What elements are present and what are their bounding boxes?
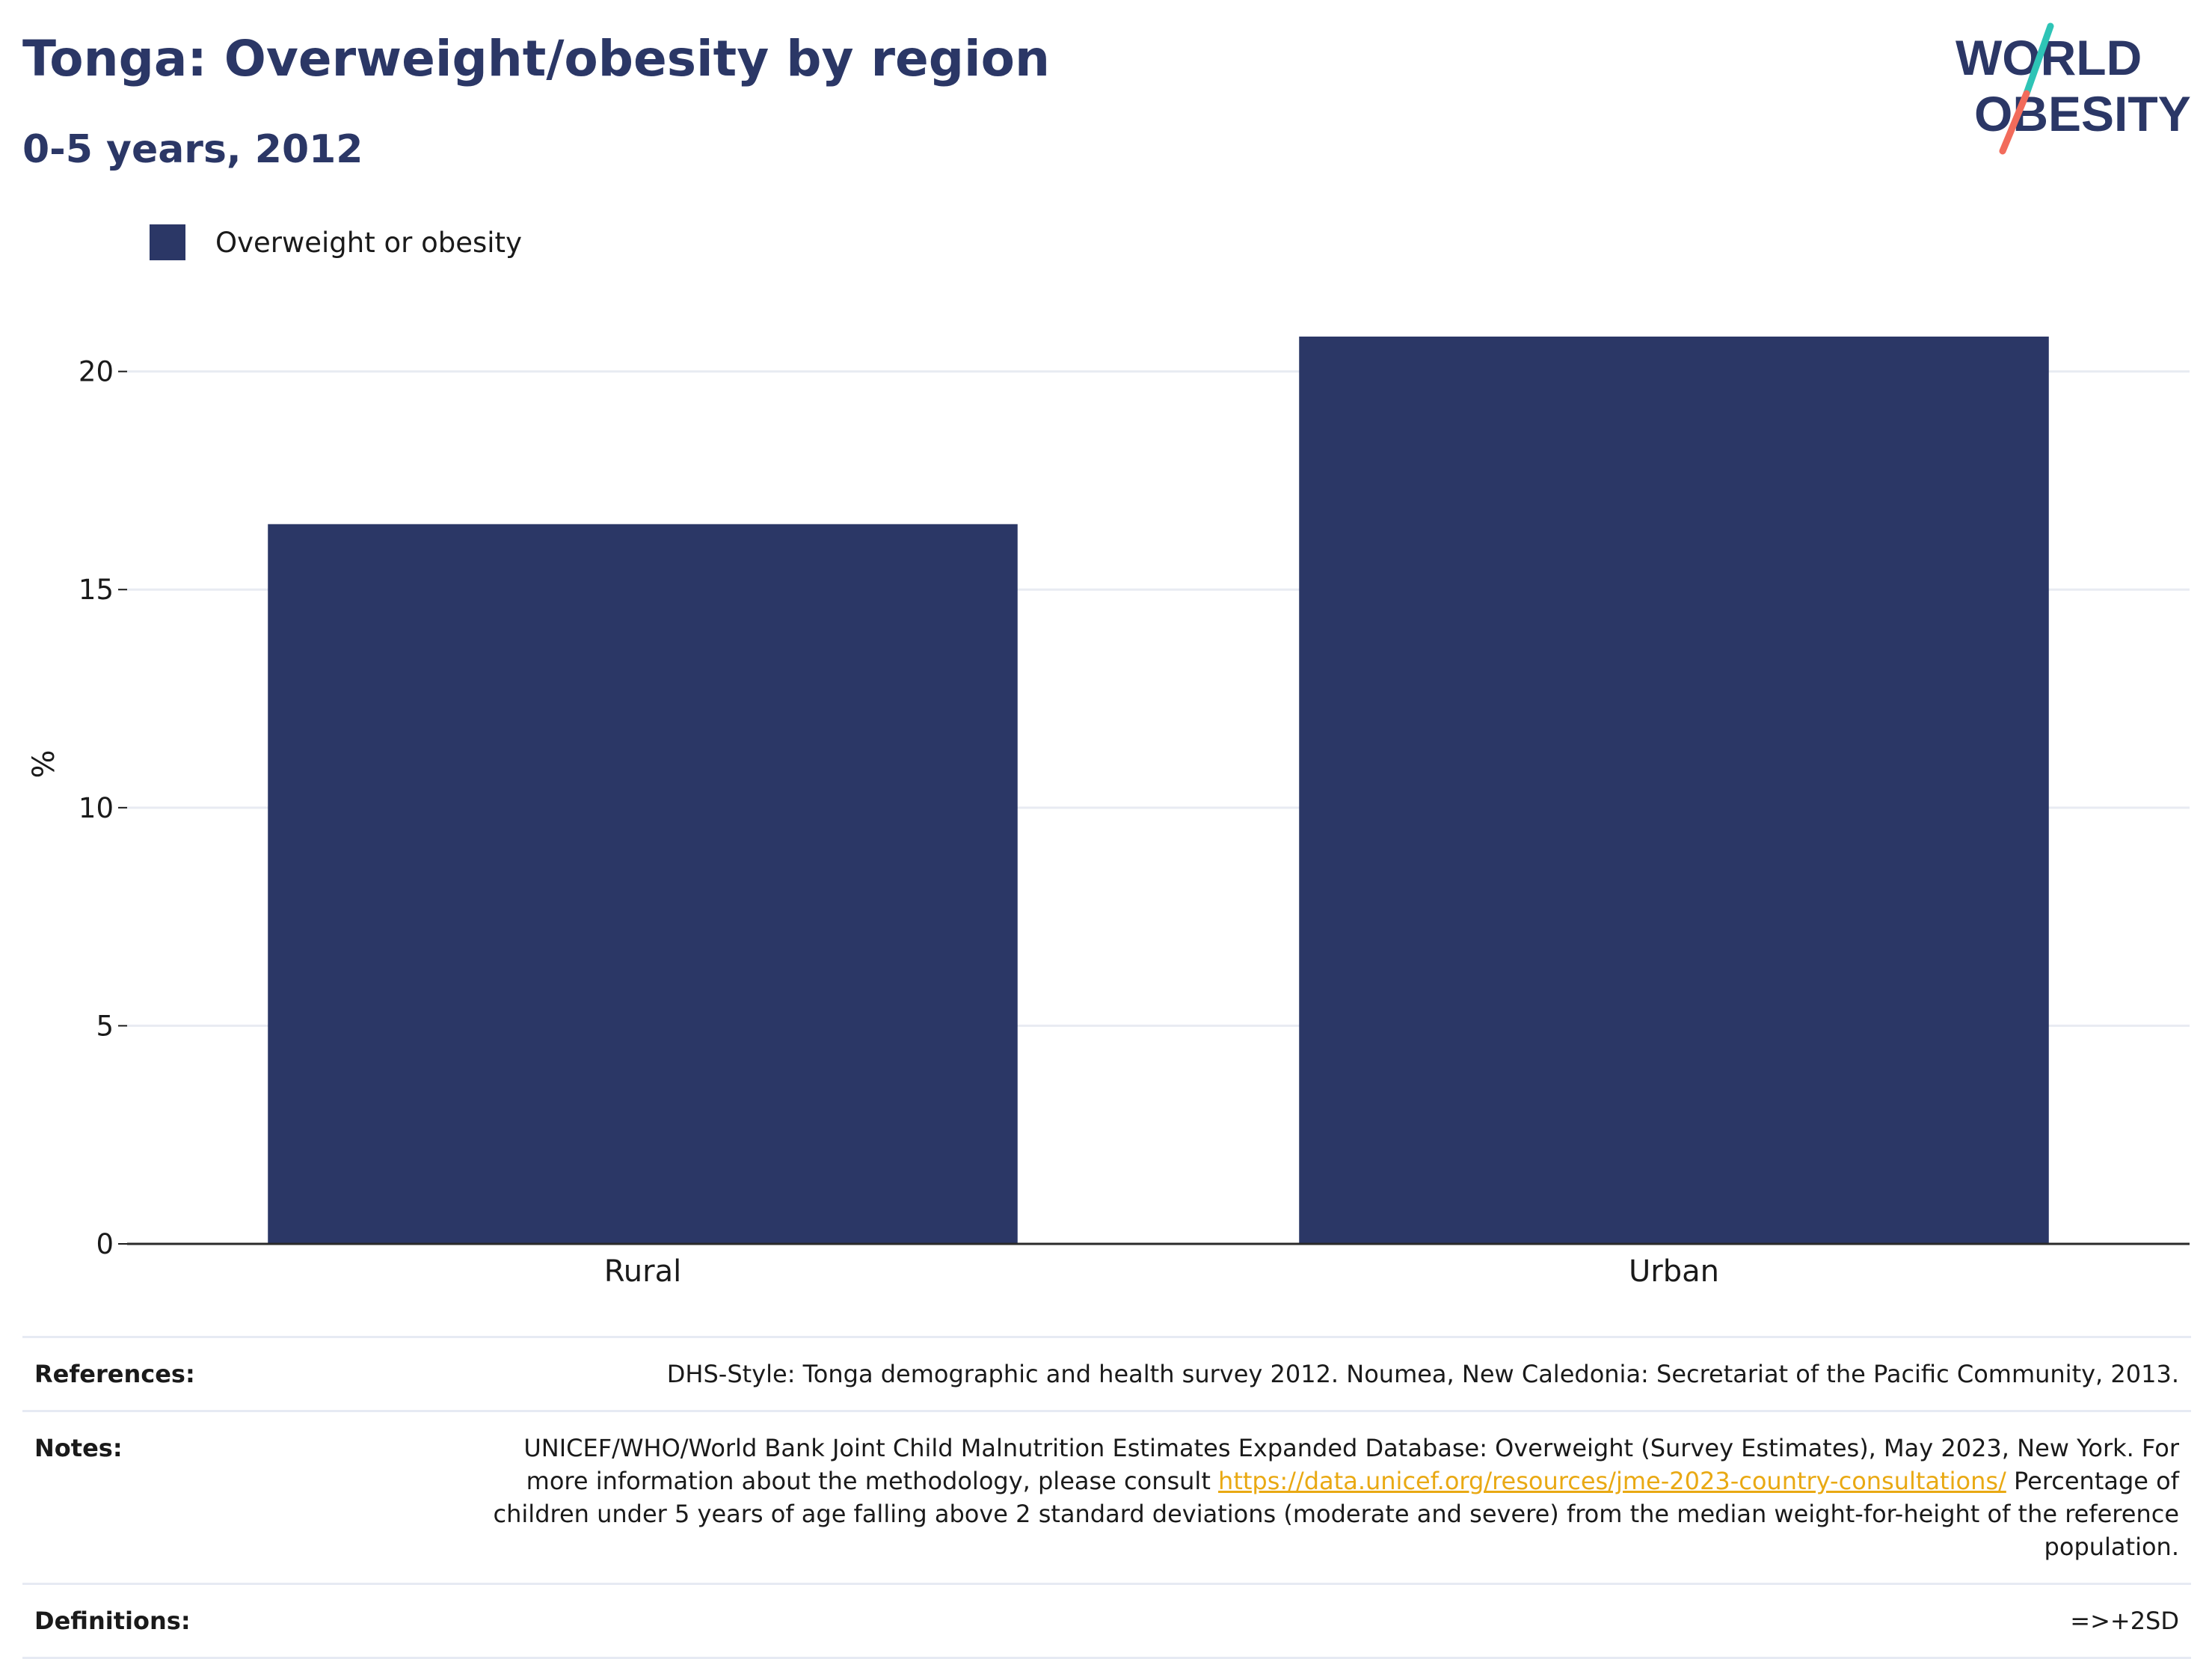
definitions-text: =>+2SD xyxy=(2070,1607,2179,1635)
bar-chart: 0 5 10 15 20% Rural Urban xyxy=(27,336,2190,1289)
legend-label: Overweight or obesity xyxy=(215,226,522,259)
bar-rural xyxy=(268,524,1018,1244)
logo-slash-bottom xyxy=(1999,90,2030,155)
y-tick-label: 10 xyxy=(79,792,114,824)
y-tick-label: 0 xyxy=(96,1228,114,1260)
definitions-row: Definitions: =>+2SD xyxy=(22,1583,2191,1659)
notes-label: Notes: xyxy=(34,1434,123,1462)
world-obesity-logo: WORLD OBESITY xyxy=(1956,22,2191,155)
references-row: References: DHS-Style: Tonga demographic… xyxy=(22,1336,2191,1410)
notes-text-2: Percentage of children under 5 years of … xyxy=(493,1467,2179,1561)
x-tick-label: Urban xyxy=(1629,1254,1719,1289)
chart-title: Tonga: Overweight/obesity by region xyxy=(22,30,1050,88)
references-text: DHS-Style: Tonga demographic and health … xyxy=(666,1360,2179,1388)
y-axis-label: % xyxy=(27,749,61,778)
notes-link[interactable]: https://data.unicef.org/resources/jme-20… xyxy=(1218,1467,2006,1495)
legend-swatch xyxy=(150,224,185,260)
logo-slash-top xyxy=(2023,22,2054,97)
notes-value: UNICEF/WHO/World Bank Joint Child Malnut… xyxy=(483,1432,2191,1563)
bar-urban xyxy=(1299,336,2049,1244)
footer-table: References: DHS-Style: Tonga demographic… xyxy=(22,1336,2191,1659)
x-tick-label: Rural xyxy=(604,1254,681,1289)
notes-row: Notes: UNICEF/WHO/World Bank Joint Child… xyxy=(22,1410,2191,1583)
y-tick-label: 5 xyxy=(96,1010,114,1042)
y-tick-label: 20 xyxy=(79,356,114,388)
legend: Overweight or obesity xyxy=(150,221,522,263)
chart-subtitle: 0-5 years, 2012 xyxy=(22,127,363,172)
y-tick-label: 15 xyxy=(79,574,114,606)
references-label: References: xyxy=(34,1360,195,1388)
definitions-label: Definitions: xyxy=(34,1607,191,1635)
notes-text-1: UNICEF/WHO/World Bank Joint Child Malnut… xyxy=(523,1434,2179,1495)
